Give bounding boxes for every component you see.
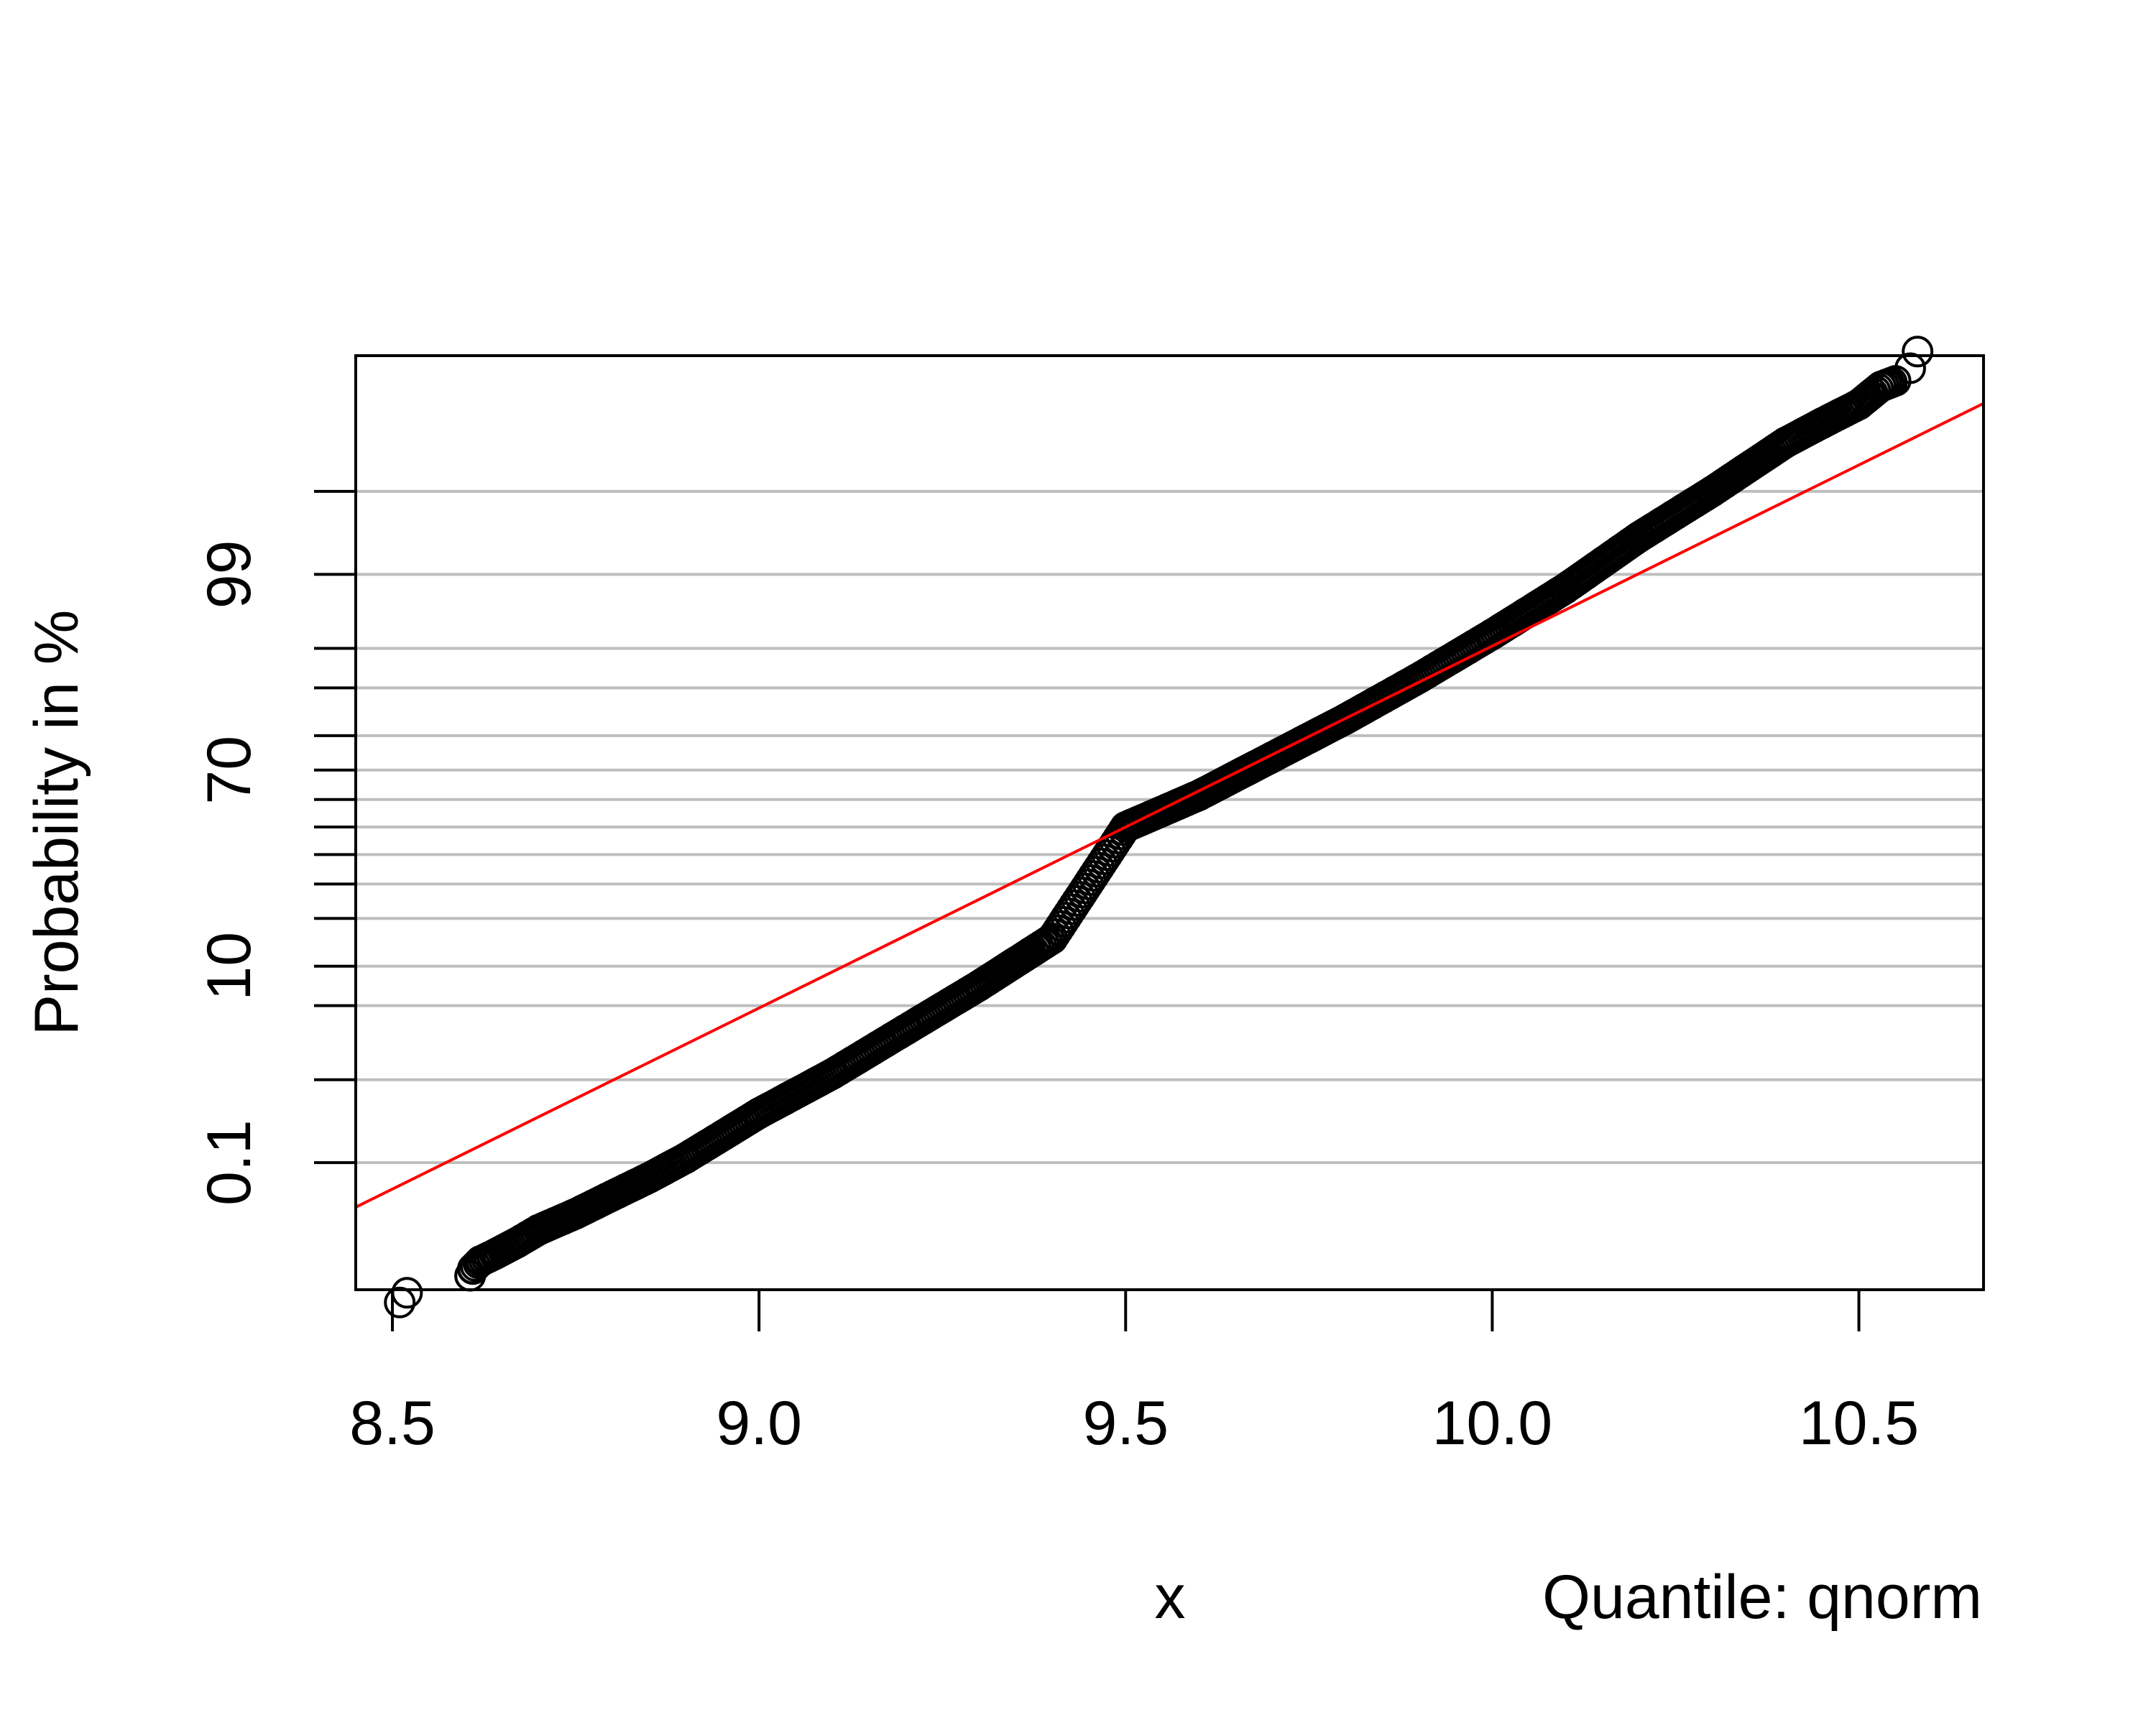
data-point [457, 1252, 489, 1285]
data-point [1843, 388, 1875, 420]
data-point [1696, 475, 1728, 507]
data-point [633, 1162, 665, 1194]
data-point [523, 1214, 556, 1246]
x-tick-label: 8.5 [349, 1389, 436, 1458]
data-point [1330, 703, 1362, 735]
plot-frame [354, 354, 1985, 1291]
x-tick-label: 10.0 [1432, 1389, 1552, 1458]
y-tick-label: 0.1 [195, 1119, 264, 1206]
fit-line [356, 402, 1984, 1209]
data-point [1894, 352, 1926, 384]
y-tick-label: 99 [195, 540, 264, 609]
x-tick-label: 9.0 [716, 1389, 802, 1458]
y-tick-label: 10 [195, 932, 264, 1001]
data-point [391, 1277, 423, 1309]
data-point [890, 1014, 922, 1046]
data-point [1476, 618, 1508, 650]
data-point [1036, 923, 1069, 955]
data-point [1806, 407, 1838, 439]
y-tick-label: 70 [195, 736, 264, 805]
x-axis: 8.5 9.0 9.5 10.0 10.5 [349, 1290, 1919, 1458]
y-axis-label: Probability in % [22, 610, 91, 1036]
fit-line-group [356, 402, 1984, 1209]
data-point [670, 1142, 702, 1174]
data-point [743, 1097, 775, 1129]
data-point [1769, 426, 1802, 458]
data-point [1623, 521, 1655, 553]
data-point [816, 1058, 849, 1090]
data-point [596, 1180, 629, 1211]
grid-lines [356, 489, 1984, 1165]
data-point [384, 1286, 416, 1318]
data-point [1110, 811, 1142, 843]
data-point [1865, 371, 1897, 402]
data-point [1183, 779, 1215, 811]
data-point [963, 969, 995, 1002]
data-points [384, 336, 1934, 1318]
x-tick-label: 9.5 [1083, 1389, 1169, 1458]
x-tick-label: 10.5 [1799, 1389, 1919, 1458]
data-point [464, 1245, 497, 1277]
x-axis-label: x [1155, 1563, 1186, 1632]
data-point [560, 1198, 592, 1230]
data-point [1403, 662, 1435, 694]
quantile-note: Quantile: qnorm [1542, 1563, 1982, 1632]
data-point [1549, 572, 1582, 604]
data-point [1902, 336, 1934, 368]
y-axis: 0.1 10 70 99 [195, 489, 356, 1206]
data-point [1256, 741, 1289, 773]
